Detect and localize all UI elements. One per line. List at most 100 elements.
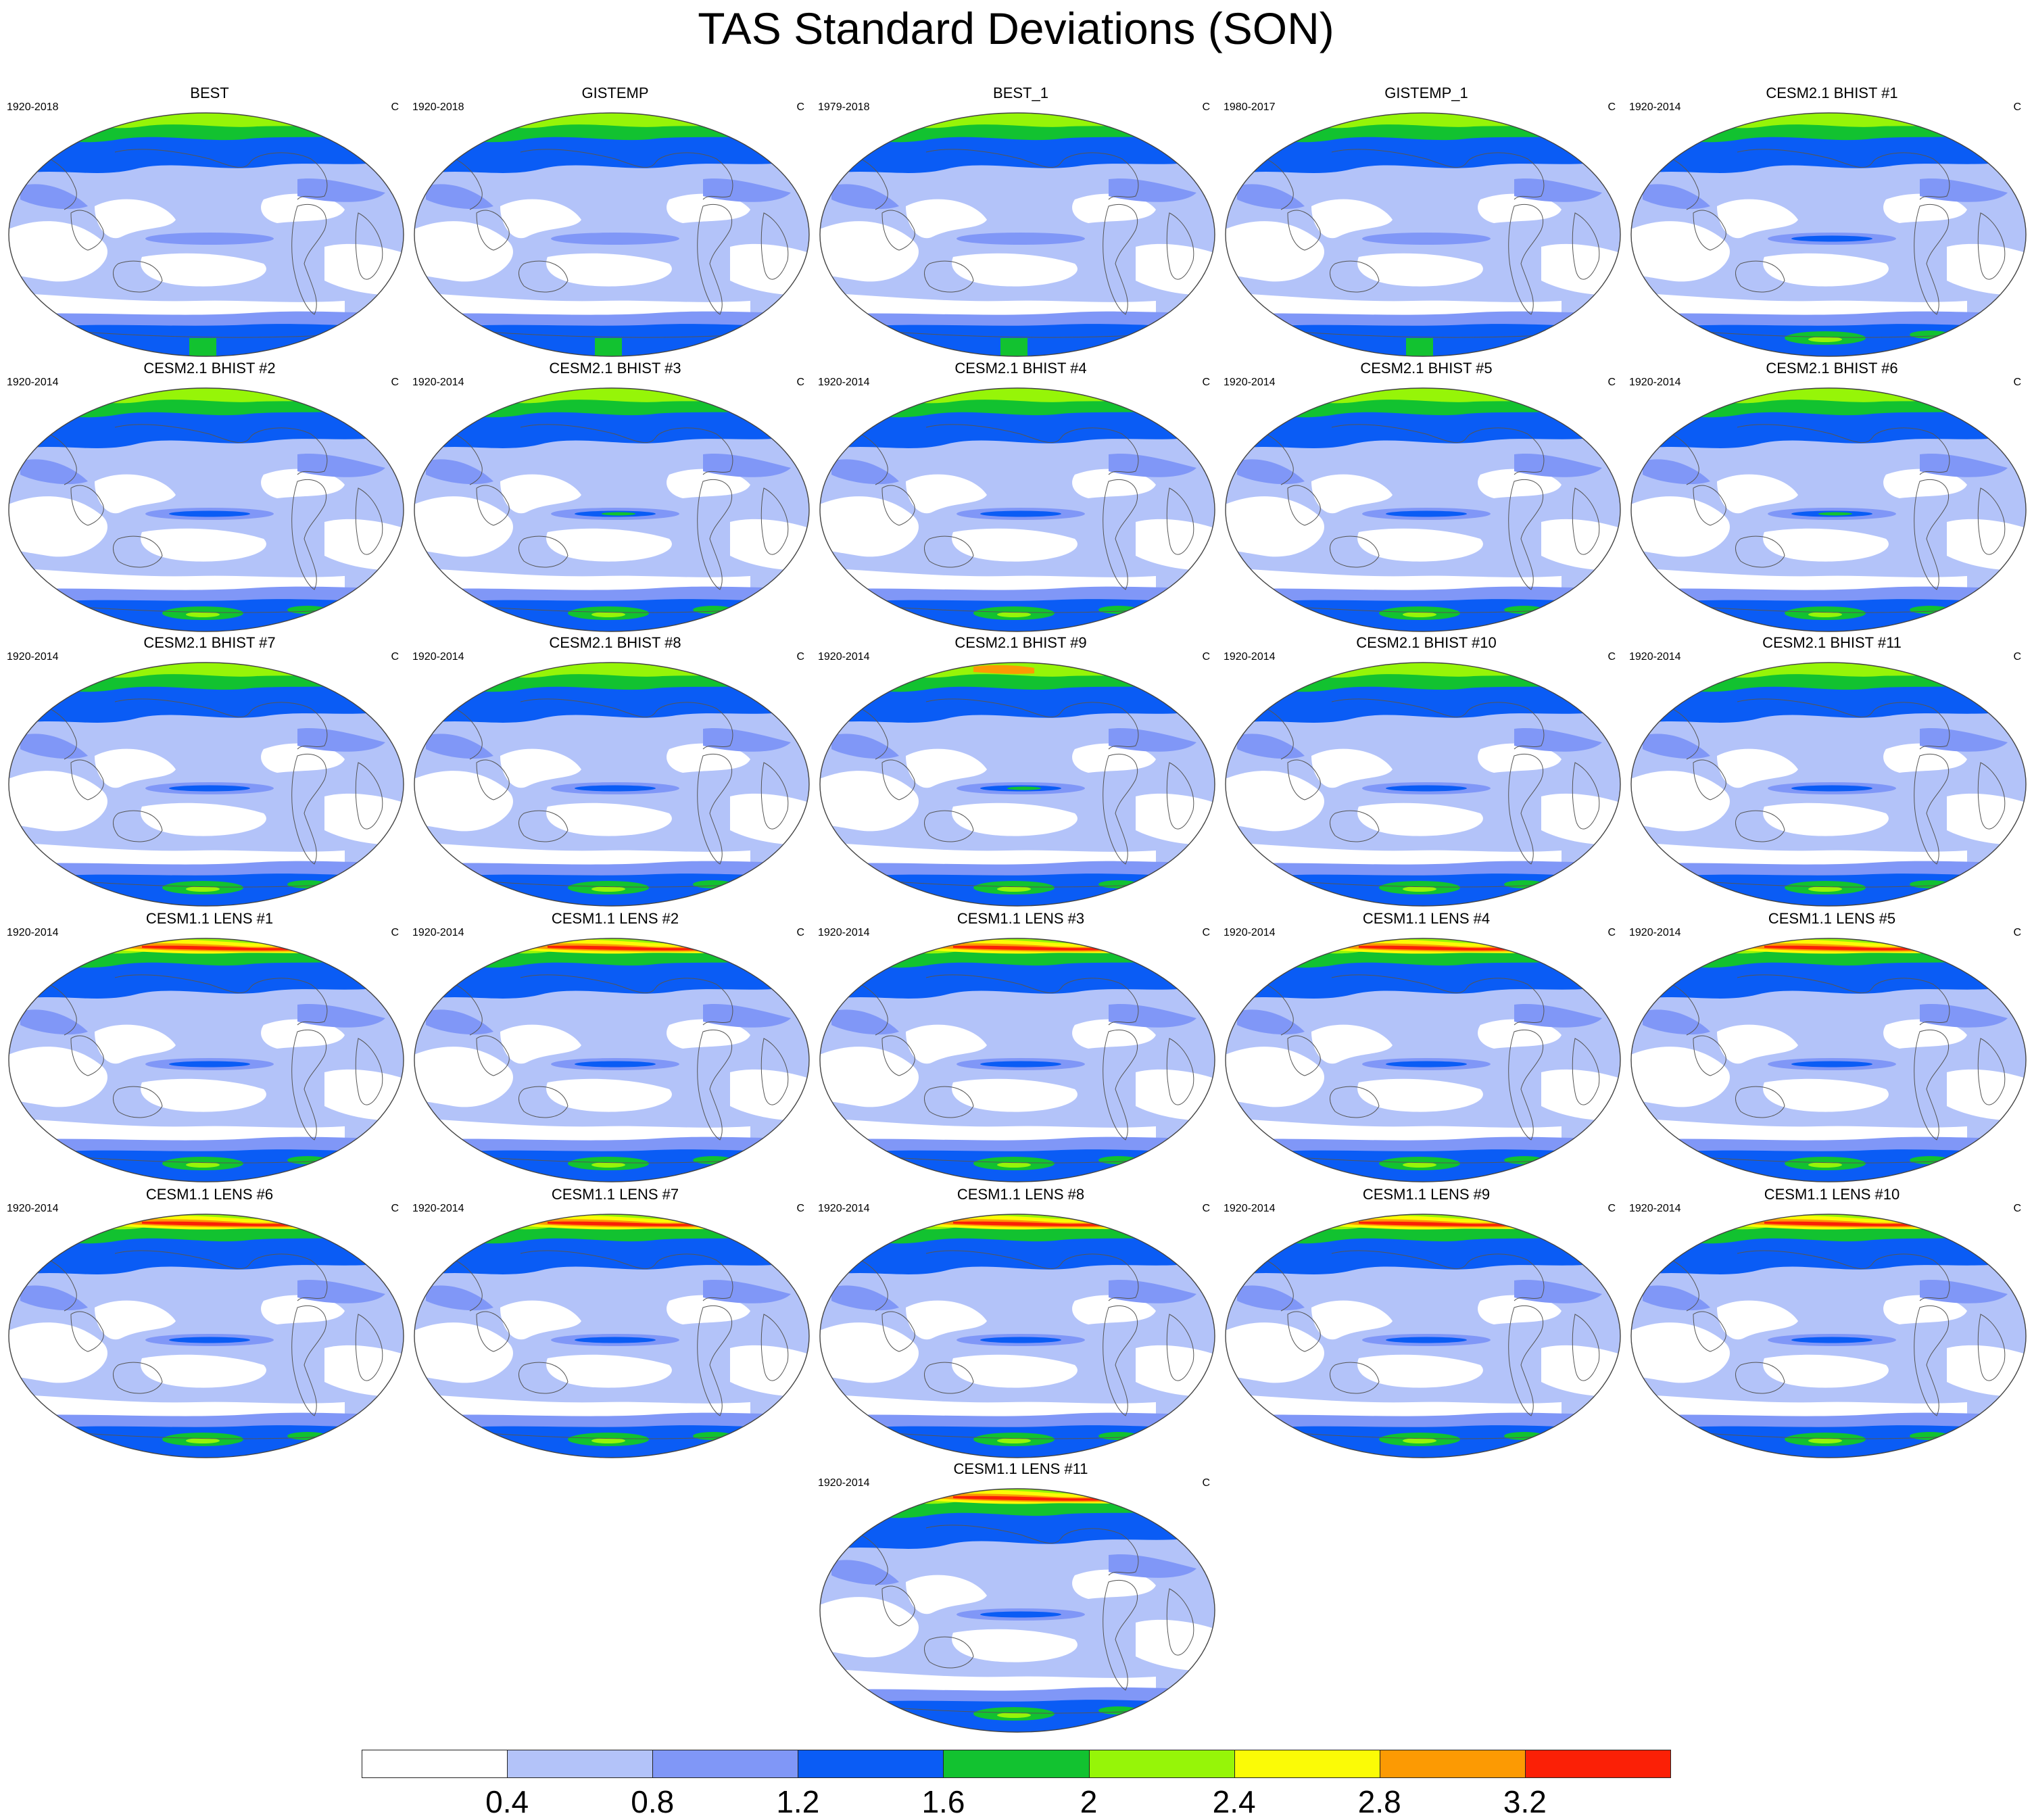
midlatitude-patch — [297, 454, 385, 477]
low-variability-region — [1883, 1019, 1967, 1049]
coastline — [291, 1029, 327, 1141]
map-panel: CESM1.1 LENS #11 1920-2014 C — [818, 1460, 1224, 1733]
antarctic-lime — [591, 1162, 625, 1168]
low-variability-region — [952, 528, 1078, 562]
panel-unit: C — [391, 927, 399, 938]
low-variability-region — [1136, 793, 1215, 845]
northern-band-lime — [88, 388, 358, 404]
map-border — [1225, 387, 1621, 632]
coastline — [925, 1250, 1139, 1301]
low-variability-region — [1226, 496, 1324, 557]
panel-period: 1920-2014 — [818, 1203, 870, 1214]
antarctic-lime — [591, 1438, 625, 1443]
coastline — [697, 753, 733, 865]
low-variability-region — [952, 1078, 1078, 1112]
low-variability-region — [1717, 1024, 1798, 1064]
equatorial-band-core — [1386, 1061, 1467, 1068]
northern-band-lime — [1305, 113, 1575, 128]
northern-band-lime — [493, 388, 764, 404]
panel-title: CESM2.1 BHIST #3 — [549, 360, 681, 377]
low-variability-region — [1631, 771, 1730, 832]
northern-band-red — [953, 945, 1122, 951]
coastline — [924, 1362, 974, 1394]
coastline — [1508, 479, 1544, 590]
coastline — [476, 1035, 510, 1076]
antarctic-lime — [1808, 337, 1842, 342]
coastline — [518, 1362, 569, 1394]
panel-period: 1920-2014 — [1629, 1203, 1681, 1214]
map-border — [1225, 1214, 1621, 1458]
coastline — [1508, 753, 1544, 865]
northern-band-lime — [493, 663, 764, 678]
map-plot — [8, 662, 404, 907]
low-variability-region — [324, 793, 404, 845]
low-variability-region — [414, 496, 513, 557]
low-variability-region — [1226, 771, 1324, 832]
coastline — [1287, 485, 1321, 526]
panel-unit: C — [2013, 651, 2021, 663]
low-variability-region — [414, 1322, 513, 1383]
equatorial-band-core — [980, 1611, 1061, 1618]
coastline — [924, 1636, 974, 1669]
map-border — [1630, 387, 2027, 632]
map-border — [819, 938, 1215, 1182]
coastline — [518, 810, 569, 842]
map-panel: CESM2.1 BHIST #8 1920-2014 C — [412, 634, 818, 907]
low-variability-region — [1541, 519, 1620, 571]
coastline — [1572, 1314, 1600, 1381]
low-variability-region — [1631, 496, 1730, 557]
panel-unit: C — [1607, 377, 1616, 388]
low-variability-region — [952, 1354, 1078, 1388]
equatorial-band-peak — [1818, 512, 1852, 516]
coastline — [355, 1314, 383, 1381]
coastline — [518, 260, 569, 293]
map-plot — [1630, 1214, 2027, 1458]
panel-period: 1920-2014 — [7, 377, 59, 388]
coastline — [476, 485, 510, 526]
panel-unit: C — [1202, 651, 1210, 663]
equatorial-band — [145, 233, 274, 245]
map-border — [414, 387, 810, 632]
coastline — [881, 759, 915, 800]
low-variability-region — [1631, 221, 1730, 282]
coastline — [1330, 1362, 1380, 1394]
panel-unit: C — [1202, 101, 1210, 113]
low-variability-region — [1947, 243, 2026, 295]
coastline — [760, 762, 789, 830]
low-variability-region — [439, 844, 750, 866]
equatorial-band-core — [1791, 1337, 1872, 1343]
map-panel: CESM1.1 LENS #1 1920-2014 C — [7, 910, 412, 1182]
low-variability-region — [95, 1024, 176, 1064]
antarctic-green — [1504, 1432, 1545, 1440]
low-variability-region — [439, 294, 750, 316]
antarctic-green — [1098, 1156, 1139, 1164]
coastline — [1287, 759, 1321, 800]
coastline — [1331, 974, 1545, 1026]
low-variability-region — [1136, 1069, 1215, 1121]
map-panel: CESM2.1 BHIST #5 1920-2014 C — [1224, 360, 1629, 632]
map-border — [8, 938, 404, 1182]
coastline — [113, 260, 163, 293]
panel-title: CESM1.1 LENS #6 — [145, 1186, 274, 1203]
map-plot — [8, 1214, 404, 1458]
antarctic-lime — [1403, 1438, 1436, 1443]
low-variability-region — [1717, 199, 1798, 239]
coastline — [70, 759, 104, 800]
low-variability-region — [845, 1670, 1156, 1692]
low-variability-region — [1947, 519, 2026, 571]
low-variability-region — [9, 496, 107, 557]
equatorial-band-core — [575, 1061, 656, 1068]
northern-band-lime — [1710, 113, 1981, 128]
panel-period: 1920-2014 — [1629, 101, 1681, 113]
coastline — [1330, 1086, 1380, 1118]
map-panel: BEST 1920-2018 C — [7, 85, 412, 357]
midlatitude-patch — [426, 1009, 493, 1035]
map-plot — [8, 112, 404, 357]
coastline — [881, 1035, 915, 1076]
coastline — [1914, 203, 1950, 315]
antarctic-green — [1504, 880, 1545, 888]
northern-band-lime — [1710, 663, 1981, 678]
midlatitude-patch — [1237, 1285, 1305, 1311]
coastline — [1166, 487, 1194, 555]
panel-unit: C — [1202, 1477, 1210, 1489]
